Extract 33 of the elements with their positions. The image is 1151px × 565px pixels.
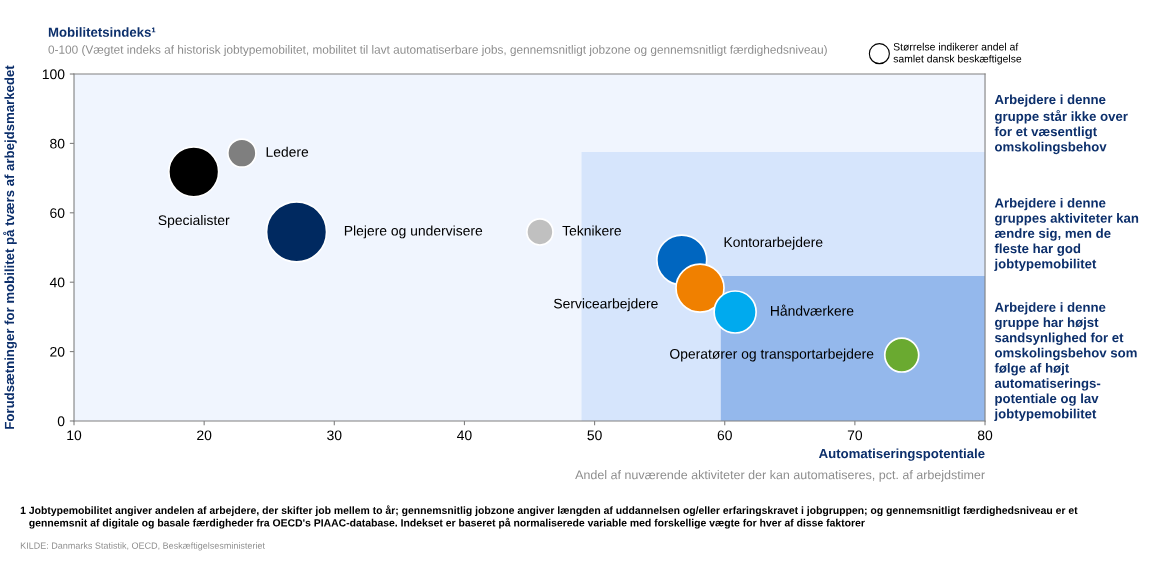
chart-subtitle: 0-100 (Vægtet indeks af historisk jobtypemobilitet, mobilitet til lavt automatiserbare jobs, gennemsnitligt jobzone og gennemsnitligt færdighedsniveau): [48, 45, 827, 57]
series-label: Servicearbejdere: [553, 298, 658, 312]
x-tick-label: 70: [847, 430, 863, 441]
text: Arbejdere i denne gruppes aktiviteter kan ændre sig, men de fleste har god jobtypemobilitet: [994, 197, 1139, 272]
x-tick-label: 10: [67, 430, 82, 441]
y-tick-label: 20: [50, 346, 65, 357]
text: Arbejdere i denne gruppe står ikke over for et væsentligt omskolingsbehov: [994, 94, 1128, 155]
series-label: Plejere og undervisere: [344, 225, 483, 239]
x-tick-label: 40: [457, 430, 472, 441]
x-tick-label: 60: [717, 430, 732, 441]
x-axis-title: Automatiseringspotentiale: [818, 448, 985, 461]
y-tick-label: 40: [49, 277, 65, 288]
x-tick-label: 20: [197, 430, 212, 441]
series-label: Specialister: [158, 214, 230, 228]
y-tick-label: 0: [57, 416, 65, 427]
text: Arbejdere i denne gruppe har højst sandsynlighed for et omskolingsbehov som følge af højt automatiserings- potentiale og lav jobtypemobilitet: [994, 302, 1137, 422]
x-tick-label: 80: [977, 430, 993, 441]
text: 1 Jobtypemobilitet angiver andelen af arbejdere, der skifter job mellem to år; gennemsnitlig jobzone angiver længden af uddannelsen og/eller erfaringskravet i jobgruppen; og gennemsnitligt færdighedsniveau er et gennemsnit af digitale og basale færdigheder fra OECD's PIAAC-database. Indekset er baseret på normaliserede variable med forskellige vægte for hver af disse faktorer: [20, 505, 1078, 529]
text: KILDE: Danmarks Statistik, OECD, Beskæftigelsesministeriet: [20, 542, 265, 551]
chart-title: Mobilitetsindeks¹: [48, 27, 156, 37]
y-axis-title: Forudsætninger for mobilitet på tværs af arbejdsmarkedet: [3, 65, 17, 429]
series-label: Kontorarbejdere: [724, 236, 823, 250]
x-tick-label: 50: [587, 430, 602, 441]
series-label: Operatører og transportarbejdere: [670, 348, 874, 362]
series-label: Håndværkere: [771, 304, 854, 316]
series-label: Teknikere: [562, 225, 621, 236]
y-tick-label: 60: [50, 208, 65, 218]
x-tick-label: 30: [327, 430, 342, 441]
y-tick-label: 100: [42, 69, 65, 80]
y-tick-label: 80: [50, 138, 65, 149]
series-label: Ledere: [266, 146, 309, 157]
text: Størrelse indikerer andel af samlet dansk beskæftigelse: [893, 42, 1022, 65]
text: Andel af nuværende aktiviteter der kan automatiseres, pct. af arbejdstimer: [575, 470, 985, 482]
